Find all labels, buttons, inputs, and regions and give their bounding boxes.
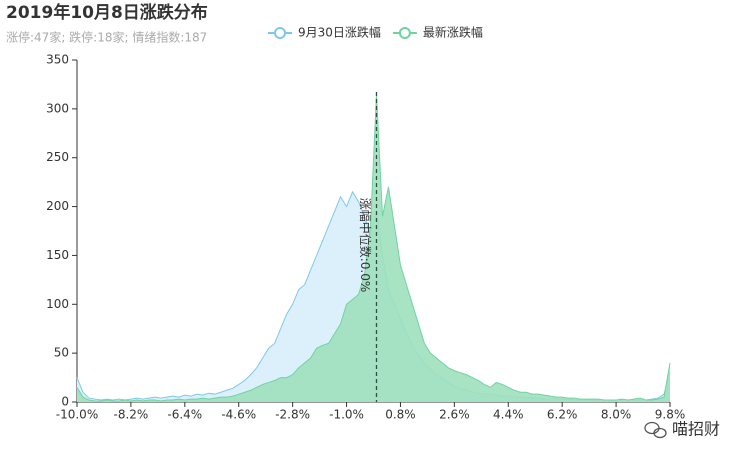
chart-subtitle: 涨停:47家; 跌停:18家; 情绪指数:187 — [6, 30, 207, 45]
x-tick-label: -10.0% — [56, 408, 98, 422]
y-tick-label: 0 — [61, 395, 69, 409]
y-tick-label: 200 — [46, 199, 69, 213]
legend-item: 最新涨跌幅 — [392, 25, 483, 40]
y-tick-label: 100 — [46, 297, 69, 311]
y-tick-label: 300 — [46, 101, 69, 115]
y-tick-label: 250 — [46, 150, 69, 164]
x-tick-label: 8.0% — [601, 408, 632, 422]
x-tick-label: -1.0% — [329, 408, 364, 422]
x-tick-label: 2.6% — [439, 408, 470, 422]
watermark-icon — [644, 421, 667, 439]
x-tick-label: 6.2% — [547, 408, 578, 422]
x-tick-label: -8.2% — [113, 408, 148, 422]
y-tick-label: 350 — [46, 53, 69, 67]
watermark: 喵招财 — [672, 420, 720, 439]
median-label: 涨幅中位数:0.0% — [358, 198, 373, 293]
x-tick-label: 4.4% — [493, 408, 524, 422]
x-tick-label: -6.4% — [167, 408, 202, 422]
y-tick-label: 150 — [46, 248, 69, 262]
x-tick-label: 0.8% — [385, 408, 416, 422]
legend-label: 9月30日涨跌幅 — [298, 25, 381, 40]
area-fill — [77, 94, 670, 402]
y-tick-label: 50 — [54, 346, 69, 360]
chart-title: 2019年10月8日涨跌分布 — [6, 2, 208, 23]
legend-marker — [274, 27, 286, 39]
area-line — [76, 94, 671, 402]
legend-label: 最新涨跌幅 — [423, 25, 483, 40]
legend-item: 9月30日涨跌幅 — [268, 25, 381, 40]
x-tick-label: -2.8% — [275, 408, 310, 422]
x-tick-label: -4.6% — [221, 408, 256, 422]
legend-marker — [398, 27, 411, 39]
x-tick-label: 9.8% — [655, 408, 686, 422]
